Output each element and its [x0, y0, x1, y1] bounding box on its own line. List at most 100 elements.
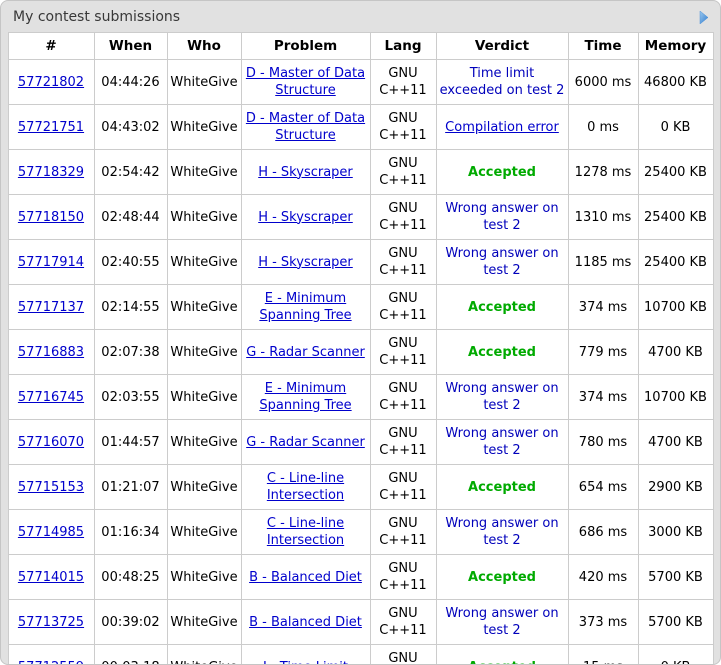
time-cell: 779 ms [567, 329, 639, 375]
verdict-text: Wrong answer on test 2 [445, 606, 559, 638]
column-header-time: Time [567, 32, 639, 60]
lang-cell: GNU C++11 [369, 104, 437, 150]
lang-cell: GNU C++11 [369, 149, 437, 195]
table-row: 57718150 02:48:44 WhiteGive H - Skyscrap… [7, 194, 714, 240]
memory-cell: 46800 KB [637, 59, 714, 105]
verdict-cell: Time limit exceeded on test 2 [435, 59, 569, 105]
verdict-text: Wrong answer on test 2 [445, 516, 559, 548]
verdict-text: Wrong answer on test 2 [445, 381, 559, 413]
memory-cell: 3000 KB [637, 509, 714, 555]
submission-when-cell: 04:43:02 [93, 104, 168, 150]
table-row: 57716745 02:03:55 WhiteGive E - Minimum … [7, 374, 714, 420]
submission-id-link[interactable]: 57713725 [17, 614, 85, 630]
submission-when-cell: 01:21:07 [93, 464, 168, 510]
problem-link[interactable]: D - Master of Data Structure [245, 66, 366, 98]
problem-link[interactable]: D - Master of Data Structure [245, 111, 366, 143]
problem-link[interactable]: E - Minimum Spanning Tree [259, 291, 352, 323]
problem-cell: E - Minimum Spanning Tree [240, 284, 371, 330]
time-cell: 420 ms [567, 554, 639, 600]
memory-cell: 2900 KB [637, 464, 714, 510]
problem-link[interactable]: G - Radar Scanner [246, 434, 365, 450]
problem-link[interactable]: C - Line-line Intersection [266, 516, 345, 548]
column-header-lang: Lang [369, 32, 437, 60]
expand-arrow-icon[interactable] [698, 10, 710, 24]
time-cell: 374 ms [567, 284, 639, 330]
problem-cell: E - Minimum Spanning Tree [240, 374, 371, 420]
submission-id-link[interactable]: 57717137 [17, 299, 85, 315]
verdict-cell: Accepted [435, 284, 569, 330]
table-row: 57721751 04:43:02 WhiteGive D - Master o… [7, 104, 714, 150]
verdict-text: Accepted [468, 479, 536, 495]
problem-cell: C - Line-line Intersection [240, 509, 371, 555]
verdict-text: Wrong answer on test 2 [445, 426, 559, 458]
submission-author-cell: WhiteGive [166, 194, 242, 240]
submission-author-cell: WhiteGive [166, 464, 242, 510]
submission-id-link[interactable]: 57715153 [17, 479, 85, 495]
submission-id-cell: 57721751 [7, 104, 95, 150]
submission-id-link[interactable]: 57718150 [17, 209, 85, 225]
problem-link[interactable]: H - Skyscraper [258, 209, 353, 225]
submission-when-cell: 01:16:34 [93, 509, 168, 555]
submission-id-link[interactable]: 57714985 [17, 524, 85, 540]
lang-cell: GNU C++11 [369, 329, 437, 375]
verdict-text[interactable]: Compilation error [445, 119, 559, 135]
time-cell: 374 ms [567, 374, 639, 420]
table-row: 57712559 00:03:18 WhiteGive J - Time Lim… [7, 644, 714, 665]
time-cell: 686 ms [567, 509, 639, 555]
submission-id-link[interactable]: 57718329 [17, 164, 85, 180]
problem-link[interactable]: G - Radar Scanner [246, 344, 365, 360]
problem-cell: D - Master of Data Structure [240, 59, 371, 105]
memory-cell: 5700 KB [637, 599, 714, 645]
column-header-problem: Problem [240, 32, 371, 60]
lang-cell: GNU C++11 [369, 554, 437, 600]
verdict-cell: Wrong answer on test 2 [435, 194, 569, 240]
table-header-row: # When Who Problem Lang Verdict Time Mem… [7, 32, 714, 60]
column-header-when: When [93, 32, 168, 60]
verdict-cell: Wrong answer on test 2 [435, 374, 569, 420]
problem-link[interactable]: H - Skyscraper [258, 164, 353, 180]
problem-link[interactable]: H - Skyscraper [258, 254, 353, 270]
submission-id-link[interactable]: 57721802 [17, 74, 85, 90]
problem-link[interactable]: B - Balanced Diet [249, 614, 362, 630]
column-header-verdict: Verdict [435, 32, 569, 60]
time-cell: 1185 ms [567, 239, 639, 285]
problem-link[interactable]: J - Time Limit [263, 660, 348, 665]
submissions-table: # When Who Problem Lang Verdict Time Mem… [7, 32, 714, 665]
submission-id-link[interactable]: 57716745 [17, 389, 85, 405]
verdict-cell: Accepted [435, 464, 569, 510]
verdict-text: Accepted [468, 569, 536, 585]
problem-cell: H - Skyscraper [240, 149, 371, 195]
lang-cell: GNU C++11 [369, 284, 437, 330]
verdict-text: Time limit exceeded on test 2 [439, 66, 565, 98]
submission-author-cell: WhiteGive [166, 374, 242, 420]
submission-id-cell: 57713725 [7, 599, 95, 645]
problem-link[interactable]: C - Line-line Intersection [266, 471, 345, 503]
submission-author-cell: WhiteGive [166, 149, 242, 195]
submission-id-cell: 57712559 [7, 644, 95, 665]
verdict-text: Wrong answer on test 2 [445, 201, 559, 233]
submission-id-link[interactable]: 57716883 [17, 344, 85, 360]
lang-cell: GNU C++11 [369, 239, 437, 285]
submission-id-link[interactable]: 57714015 [17, 569, 85, 585]
table-row: 57721802 04:44:26 WhiteGive D - Master o… [7, 59, 714, 105]
box-title-bar: My contest submissions [1, 1, 720, 32]
submission-id-link[interactable]: 57717914 [17, 254, 85, 270]
table-row: 57717914 02:40:55 WhiteGive H - Skyscrap… [7, 239, 714, 285]
table-row: 57714985 01:16:34 WhiteGive C - Line-lin… [7, 509, 714, 555]
submission-author-cell: WhiteGive [166, 239, 242, 285]
memory-cell: 4700 KB [637, 419, 714, 465]
submission-id-link[interactable]: 57712559 [18, 660, 84, 665]
problem-cell: H - Skyscraper [240, 239, 371, 285]
submission-id-link[interactable]: 57721751 [17, 119, 85, 135]
table-row: 57716070 01:44:57 WhiteGive G - Radar Sc… [7, 419, 714, 465]
box-title: My contest submissions [13, 9, 181, 25]
problem-link[interactable]: B - Balanced Diet [249, 569, 362, 585]
memory-cell: 0 KB [637, 644, 714, 664]
submission-author-cell: WhiteGive [166, 104, 242, 150]
problem-link[interactable]: E - Minimum Spanning Tree [259, 381, 352, 413]
submission-id-link[interactable]: 57716070 [17, 434, 85, 450]
memory-cell: 25400 KB [637, 149, 714, 195]
submission-id-cell: 57715153 [7, 464, 95, 510]
submission-id-cell: 57721802 [7, 59, 95, 105]
memory-cell: 0 KB [637, 104, 714, 150]
